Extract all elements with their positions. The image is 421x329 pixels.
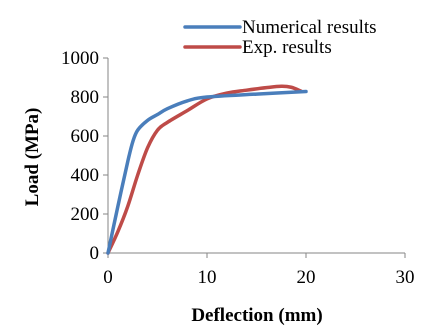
x-tick-label: 30 <box>396 267 415 288</box>
series-lines <box>106 84 308 255</box>
y-tick-label: 400 <box>71 165 100 186</box>
series-line-experimental <box>106 84 303 255</box>
y-axis-title-group: Load (MPa) <box>22 108 43 207</box>
y-tick-label: 1000 <box>61 48 99 69</box>
y-tick-label: 200 <box>71 204 100 225</box>
y-tick-label: 800 <box>71 87 100 108</box>
y-tick-label: 0 <box>90 243 100 264</box>
legend-label: Numerical results <box>242 17 377 38</box>
x-axis-title: Deflection (mm) <box>191 305 322 326</box>
x-tick-label: 10 <box>198 267 217 288</box>
series-line-numerical <box>106 89 308 255</box>
axes <box>103 57 406 258</box>
y-tick-label: 600 <box>71 126 100 147</box>
y-axis-title: Load (MPa) <box>22 108 43 207</box>
x-tick-label: 0 <box>103 267 113 288</box>
tick-labels: 0 200 400 600 800 1000 0 10 20 30 <box>61 48 415 288</box>
legend-label: Exp. results <box>242 37 332 58</box>
x-tick-label: 20 <box>297 267 316 288</box>
